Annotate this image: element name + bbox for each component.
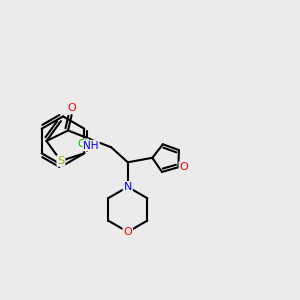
Text: S: S — [57, 156, 64, 166]
Text: O: O — [67, 103, 76, 113]
Text: O: O — [179, 162, 188, 172]
Text: N: N — [124, 182, 132, 192]
Text: Cl: Cl — [78, 139, 88, 149]
Text: NH: NH — [83, 140, 99, 151]
Text: O: O — [123, 227, 132, 237]
